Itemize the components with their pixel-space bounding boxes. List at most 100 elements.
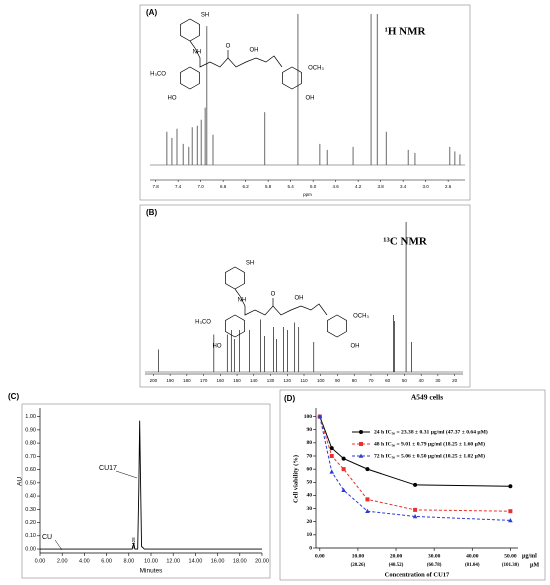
x-tick-label: 3.4 — [400, 184, 407, 189]
x-tick-label: 170 — [200, 378, 208, 383]
data-point — [329, 446, 334, 451]
structure-label: NH — [238, 298, 247, 304]
legend-label: 72 h IC₅₀ = 5.06 ± 0.50 µg/ml (10.25 ± 1… — [374, 452, 485, 459]
x-tick-label: 16.00 — [211, 558, 225, 564]
x-tick-label: 6.6 — [220, 184, 227, 189]
x-tick-label: 7.0 — [197, 184, 204, 189]
x-tick-label: 160 — [217, 378, 225, 383]
y-tick-label: 50 — [307, 480, 313, 486]
data-point — [329, 454, 334, 458]
y-axis-label: Cell viability (%) — [292, 455, 299, 503]
structure-bond — [189, 40, 283, 68]
x2-tick-label: (81.04) — [465, 563, 480, 568]
x-tick-label: 50.00 — [504, 553, 517, 559]
x-axis-label: Concentration of CU17 — [385, 571, 450, 578]
x-tick-label: 5.8 — [265, 184, 272, 189]
x-tick-label: 60 — [385, 378, 391, 383]
legend-marker — [359, 430, 363, 434]
legend-marker — [359, 442, 363, 446]
structure-label: OH — [351, 344, 360, 350]
y-tick-label: 10 — [307, 532, 313, 538]
x-unit: µg/ml — [522, 553, 537, 559]
y-tick-label: 90 — [307, 427, 313, 433]
data-point — [508, 484, 513, 489]
x-tick-label: 120 — [284, 378, 292, 383]
structure-label: O — [271, 292, 276, 298]
panel-frame — [139, 4, 471, 201]
y-tick-label: 0.50 — [25, 480, 36, 486]
x-tick-label: 30 — [435, 378, 441, 383]
panel-frame — [139, 204, 471, 388]
x-tick-label: 30.00 — [428, 553, 441, 559]
structure-ring — [180, 18, 200, 42]
y-axis-label: AU — [17, 477, 24, 486]
data-point — [365, 497, 370, 502]
x-tick-label: 7.8 — [152, 184, 159, 189]
x-tick-label: 180 — [183, 378, 191, 383]
y-tick-label: 0.40 — [25, 494, 36, 500]
legend-marker — [358, 453, 364, 458]
x2-tick-label: (40.52) — [389, 563, 404, 568]
x-tick-label: 90 — [335, 378, 341, 383]
x-tick-label: 150 — [233, 378, 241, 383]
data-point — [365, 467, 370, 472]
y-tick-label: 0.60 — [25, 467, 36, 473]
series-line — [319, 416, 511, 512]
structure-label: SH — [201, 13, 209, 19]
y-tick-label: 0.00 — [25, 546, 36, 552]
legend-label: 48 h IC₅₀ = 9.01 ± 0.79 µg/ml (18.25 ± 1… — [374, 440, 485, 447]
structure-label: HO — [213, 344, 222, 350]
structure-ring — [225, 266, 245, 290]
data-point — [365, 508, 370, 513]
x2-tick-label: (20.26) — [351, 563, 366, 568]
y-tick-label: 100 — [304, 414, 313, 420]
x-tick-label: 0.00 — [315, 553, 325, 559]
y-tick-label: 80 — [307, 440, 313, 446]
structure-label: HO — [168, 96, 177, 102]
x-tick-label: 18.00 — [233, 558, 247, 564]
x-tick-label: 40.00 — [466, 553, 479, 559]
x-tick-label: 2.00 — [57, 558, 68, 564]
panel-label: (A) — [146, 8, 157, 17]
y-tick-label: 60 — [307, 466, 313, 472]
structure-ring — [327, 314, 347, 338]
structure-ring — [282, 66, 302, 90]
x-tick-label: 5.4 — [287, 184, 294, 189]
y-tick-label: 0 — [309, 545, 312, 551]
structure-label: H₃CO — [195, 320, 211, 326]
x-tick-label: 110 — [300, 378, 308, 383]
y-tick-label: 0.90 — [25, 427, 36, 433]
y-tick-label: 0.80 — [25, 441, 36, 447]
y-tick-label: 0.20 — [25, 520, 36, 526]
x-tick-label: 5.0 — [310, 184, 317, 189]
annotation: CU — [42, 534, 52, 541]
x-tick-label: 130 — [267, 378, 275, 383]
x-tick-label: 80 — [352, 378, 358, 383]
annotation-arrow — [54, 539, 63, 551]
annotation: 8.428 — [131, 537, 136, 549]
data-point — [413, 507, 418, 512]
structure-ring — [180, 66, 200, 90]
x-tick-label: 12.00 — [166, 558, 180, 564]
data-point — [341, 456, 346, 461]
structure-label: OH — [306, 96, 315, 102]
x-tick-label: 4.6 — [332, 184, 339, 189]
structure-label: OH — [250, 48, 259, 54]
x2-tick-label: (60.78) — [427, 563, 442, 568]
x2-tick-label: (101.30) — [502, 563, 519, 568]
x-tick-label: 4.00 — [79, 558, 90, 564]
y-tick-label: 40 — [307, 493, 313, 499]
x-tick-label: 8.00 — [123, 558, 134, 564]
structure-bond — [234, 288, 328, 316]
structure-label: H₃CO — [150, 72, 166, 78]
x-tick-label: 40 — [419, 378, 425, 383]
series-line — [319, 416, 511, 521]
x-tick-label: 7.4 — [175, 184, 182, 189]
legend-label: 24 h IC₅₀ = 23.38 ± 0.31 µg/ml (47.37 ± … — [374, 428, 488, 435]
data-point — [413, 482, 418, 487]
y-tick-label: 20 — [307, 519, 313, 525]
structure-label: OCH₃ — [308, 66, 324, 72]
x-tick-label: 4.2 — [355, 184, 362, 189]
spectrum-title: ¹³C NMR — [383, 236, 428, 248]
